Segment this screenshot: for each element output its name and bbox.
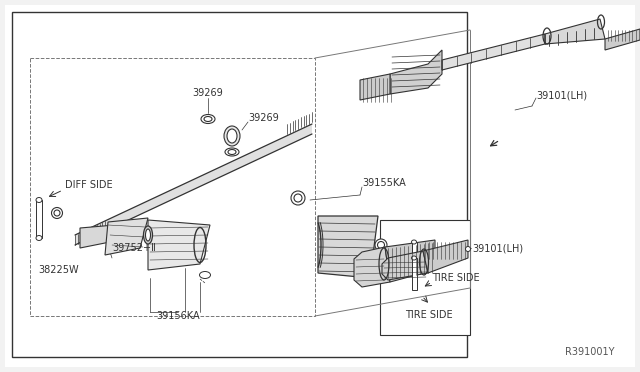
- Ellipse shape: [36, 198, 42, 202]
- Ellipse shape: [51, 208, 63, 218]
- Polygon shape: [148, 220, 210, 270]
- Text: TIRE SIDE: TIRE SIDE: [432, 273, 479, 283]
- Ellipse shape: [291, 191, 305, 205]
- Bar: [380, 220, 470, 335]
- Polygon shape: [318, 216, 378, 278]
- Polygon shape: [442, 34, 545, 70]
- Polygon shape: [80, 225, 115, 248]
- Ellipse shape: [143, 226, 152, 244]
- Polygon shape: [423, 240, 468, 273]
- Ellipse shape: [200, 272, 211, 279]
- Text: DIFF SIDE: DIFF SIDE: [65, 180, 113, 190]
- Text: 39269: 39269: [193, 88, 223, 98]
- Polygon shape: [382, 251, 428, 280]
- Polygon shape: [75, 124, 312, 245]
- Ellipse shape: [204, 116, 212, 122]
- Ellipse shape: [201, 115, 215, 124]
- Text: 39101(LH): 39101(LH): [472, 243, 523, 253]
- Ellipse shape: [227, 129, 237, 143]
- Bar: [30, 58, 315, 316]
- Ellipse shape: [375, 239, 387, 251]
- Text: 38225W: 38225W: [38, 265, 79, 275]
- Polygon shape: [360, 74, 390, 100]
- Bar: [12, 12, 467, 357]
- Ellipse shape: [294, 194, 302, 202]
- Text: 39156KA: 39156KA: [156, 311, 200, 321]
- Text: 39101(LH): 39101(LH): [536, 90, 587, 100]
- Polygon shape: [354, 247, 390, 287]
- Text: 39155KA: 39155KA: [362, 178, 406, 188]
- Bar: [412, 242, 417, 276]
- Text: TIRE SIDE: TIRE SIDE: [405, 310, 452, 320]
- Text: 39269: 39269: [248, 113, 279, 123]
- Ellipse shape: [224, 126, 240, 146]
- Ellipse shape: [412, 240, 417, 244]
- Ellipse shape: [228, 150, 236, 154]
- Text: 39752+Ⅱ: 39752+Ⅱ: [112, 243, 156, 253]
- Ellipse shape: [145, 229, 150, 241]
- Polygon shape: [105, 218, 148, 255]
- Polygon shape: [545, 19, 605, 44]
- Text: R391001Y: R391001Y: [565, 347, 614, 357]
- Bar: [412, 258, 417, 290]
- Polygon shape: [605, 29, 640, 50]
- Ellipse shape: [378, 241, 385, 248]
- Ellipse shape: [54, 210, 60, 216]
- Polygon shape: [385, 240, 435, 282]
- Ellipse shape: [225, 148, 239, 156]
- Ellipse shape: [412, 256, 417, 260]
- Ellipse shape: [465, 247, 470, 251]
- Polygon shape: [390, 50, 442, 94]
- Bar: [36, 200, 42, 238]
- Ellipse shape: [36, 235, 42, 241]
